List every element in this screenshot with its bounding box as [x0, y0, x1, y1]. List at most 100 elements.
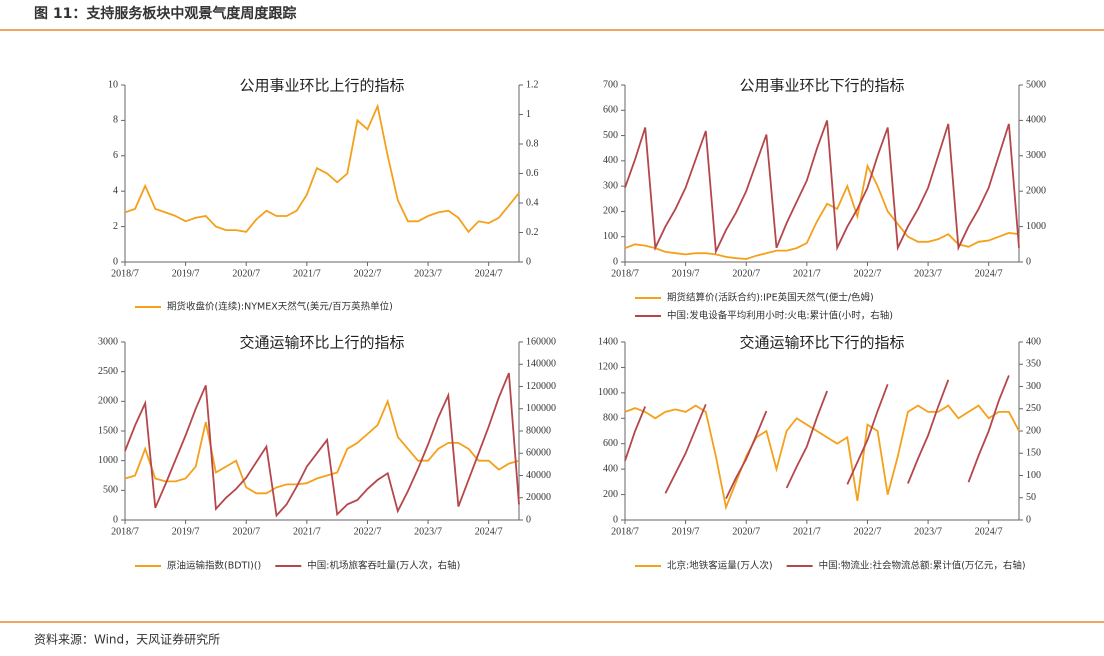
legend-label: 期货结算价(活跃合约):IPE英国天然气(便士/色姆)	[667, 292, 874, 304]
y2-tick-label: 1.2	[526, 79, 539, 90]
y-tick-label: 4	[113, 185, 118, 196]
y2-tick-label: 50	[1026, 492, 1036, 503]
series-line	[124, 372, 520, 518]
x-tick-label: 2023/7	[414, 268, 442, 279]
y-tick-label: 0	[613, 514, 618, 525]
y2-tick-label: 150	[1026, 448, 1041, 459]
x-tick-label: 2020/7	[732, 526, 760, 537]
legend-label: 中国:机场旅客吞吐量(万人次，右轴)	[307, 560, 460, 572]
y2-tick-label: 4000	[1026, 115, 1046, 126]
y2-tick-label: 80000	[526, 425, 551, 436]
y2-tick-label: 0	[526, 256, 531, 267]
chart-title: 公用事业环比下行的指标	[739, 77, 904, 95]
y2-tick-label: 100000	[526, 403, 556, 414]
x-tick-label: 2019/7	[672, 526, 700, 537]
y2-tick-label: 40000	[526, 470, 551, 481]
y-tick-label: 1500	[98, 425, 118, 436]
legend-label: 中国:发电设备平均利用小时:火电:累计值(小时，右轴)	[667, 310, 893, 322]
y-tick-label: 6	[113, 150, 118, 161]
x-tick-label: 2022/7	[354, 526, 382, 537]
chart-title: 交通运输环比上行的指标	[239, 334, 404, 352]
y2-tick-label: 0	[1026, 256, 1031, 267]
series-line	[624, 404, 1020, 511]
x-tick-label: 2020/7	[232, 526, 260, 537]
y-tick-label: 300	[603, 180, 618, 191]
x-tick-label: 2022/7	[854, 268, 882, 279]
y-tick-label: 10	[108, 79, 118, 90]
y-tick-label: 600	[603, 438, 618, 449]
series-line	[624, 163, 1020, 260]
y-tick-label: 3000	[98, 336, 118, 347]
y2-tick-label: 300	[1026, 381, 1041, 392]
x-tick-label: 2023/7	[914, 268, 942, 279]
y2-tick-label: 160000	[526, 336, 556, 347]
y2-tick-label: 400	[1026, 336, 1041, 347]
y-tick-label: 600	[603, 105, 618, 116]
y2-tick-label: 250	[1026, 403, 1041, 414]
legend-label: 原油运输指数(BDTI)()	[167, 560, 261, 572]
y2-tick-label: 0	[526, 514, 531, 525]
series-line	[124, 103, 520, 234]
y-tick-label: 1000	[98, 455, 118, 466]
y2-tick-label: 140000	[526, 359, 556, 370]
series-line	[624, 120, 1020, 255]
y-tick-label: 100	[603, 231, 618, 242]
y-tick-label: 0	[113, 514, 118, 525]
x-tick-label: 2020/7	[232, 268, 260, 279]
x-tick-label: 2024/7	[975, 526, 1003, 537]
x-tick-label: 2021/7	[293, 526, 321, 537]
y2-tick-label: 1000	[1026, 221, 1046, 232]
x-tick-label: 2018/7	[611, 268, 639, 279]
y2-tick-label: 5000	[1026, 79, 1046, 90]
chart-title: 交通运输环比下行的指标	[739, 334, 904, 352]
y-tick-label: 400	[603, 463, 618, 474]
x-tick-label: 2024/7	[475, 526, 503, 537]
y-tick-label: 200	[603, 489, 618, 500]
y-tick-label: 700	[603, 79, 618, 90]
x-tick-label: 2022/7	[854, 526, 882, 537]
y2-tick-label: 60000	[526, 448, 551, 459]
y-tick-label: 500	[103, 485, 118, 496]
legend-label: 期货收盘价(连续):NYMEX天然气(美元/百万英热单位)	[167, 301, 393, 313]
y2-tick-label: 0	[1026, 514, 1031, 525]
y-tick-label: 0	[113, 256, 118, 267]
x-tick-label: 2021/7	[793, 268, 821, 279]
x-tick-label: 2020/7	[732, 268, 760, 279]
x-tick-label: 2023/7	[414, 526, 442, 537]
legend-label: 北京:地铁客运量(万人次)	[667, 560, 773, 572]
y-tick-label: 1200	[598, 362, 618, 373]
y-tick-label: 0	[613, 256, 618, 267]
x-tick-label: 2024/7	[975, 268, 1003, 279]
y-tick-label: 1400	[598, 336, 618, 347]
y-tick-label: 200	[603, 206, 618, 217]
x-tick-label: 2018/7	[611, 526, 639, 537]
x-tick-label: 2023/7	[914, 526, 942, 537]
x-tick-label: 2021/7	[793, 526, 821, 537]
y2-tick-label: 20000	[526, 492, 551, 503]
y-tick-label: 2	[113, 221, 118, 232]
x-tick-label: 2019/7	[172, 526, 200, 537]
y-tick-label: 2500	[98, 366, 118, 377]
x-tick-label: 2019/7	[672, 268, 700, 279]
x-tick-label: 2018/7	[111, 526, 139, 537]
x-tick-label: 2021/7	[293, 268, 321, 279]
y2-tick-label: 0.6	[526, 168, 539, 179]
y-tick-label: 500	[603, 130, 618, 141]
y2-tick-label: 2000	[1026, 185, 1046, 196]
y-tick-label: 400	[603, 155, 618, 166]
y2-tick-label: 200	[1026, 425, 1041, 436]
legend-label: 中国:物流业:社会物流总额:累计值(万亿元，右轴)	[819, 560, 1026, 572]
x-tick-label: 2022/7	[354, 268, 382, 279]
y-tick-label: 8	[113, 115, 118, 126]
y2-tick-label: 100	[1026, 470, 1041, 481]
y-tick-label: 800	[603, 413, 618, 424]
source-note: 资料来源：Wind，天风证券研究所	[34, 632, 220, 647]
y2-tick-label: 350	[1026, 359, 1041, 370]
series-line	[624, 375, 1010, 499]
y-tick-label: 1000	[598, 387, 618, 398]
y2-tick-label: 1	[526, 109, 531, 120]
x-tick-label: 2019/7	[172, 268, 200, 279]
x-tick-label: 2024/7	[475, 268, 503, 279]
y2-tick-label: 0.8	[526, 138, 539, 149]
